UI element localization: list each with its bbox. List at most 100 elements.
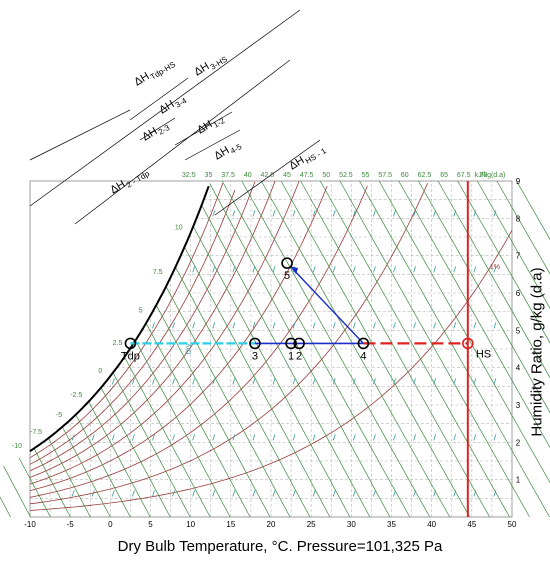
saturation-temp-label: 5 [139,308,143,315]
x-tick-label: 35 [387,520,396,529]
wetbulb-mark [292,210,296,217]
wetbulb-mark [352,266,356,273]
enthalpy-line [124,356,211,518]
rh-curve [29,181,256,472]
enthalpy-line [359,180,550,518]
enthalpy-line [135,340,231,518]
wetbulb-mark [393,378,396,385]
x-tick-label: -5 [67,520,75,529]
wetbulb-mark [152,490,155,497]
wetbulb-mark [352,378,356,385]
wetbulb-mark [312,434,316,441]
wetbulb-mark [493,322,497,329]
wetbulb-mark [152,434,155,441]
enthalpy-label: 50 [322,172,330,179]
rh-curve [29,183,224,459]
enthalpy-line [165,286,291,518]
side-label: Dry [186,343,193,354]
point-marker-2 [293,337,305,350]
enthalpy-line [100,387,171,518]
wetbulb-mark [252,490,256,497]
wetbulb-mark [413,266,416,273]
saturation-temp-label: 2.5 [113,340,123,347]
point-marker-1 [285,337,297,350]
enthalpy-line [437,180,550,379]
wetbulb-mark [212,378,216,385]
enthalpy-label: 35 [205,172,213,179]
wetbulb-mark [111,490,115,497]
y-axis-label: Humidity Ratio, g/kg (d.a) [528,267,546,437]
wetbulb-mark [473,434,477,441]
enthalpy-line [145,323,251,518]
delta-h-subscript: 3-4 [174,96,189,110]
enthalpy-line [192,226,351,518]
wetbulb-mark [332,434,336,441]
enthalpy-label: 47.5 [300,172,314,179]
x-tick-label: 45 [467,520,476,529]
wetbulb-mark [393,322,396,329]
wetbulb-mark [212,322,216,329]
saturation-temp-label: 0 [98,368,102,375]
x-tick-label: 40 [427,520,436,529]
enthalpy-label: 45 [283,172,291,179]
enthalpy-line [221,180,411,518]
wetbulb-mark [272,434,276,441]
wetbulb-mark [132,490,135,497]
wetbulb-mark [393,266,396,273]
point-marker-4 [357,337,370,350]
enthalpy-unit-label: kJ/kg(d.a) [475,172,506,179]
wetbulb-mark [373,490,376,497]
wetbulb-mark [132,434,135,441]
enthalpy-line [418,180,550,414]
wetbulb-mark [272,210,276,217]
point-label-2: 2 [296,350,302,362]
wetbulb-mark [212,434,216,441]
wetbulb-mark [433,266,437,273]
enthalpy-line [280,180,470,518]
enthalpy-line [516,180,550,241]
wetbulb-mark [232,490,236,497]
enthalpy-label: 70 [479,172,487,179]
wetbulb-mark [292,378,296,385]
wetbulb-mark [473,210,477,217]
wetbulb-mark [493,210,497,217]
wetbulb-mark [312,378,316,385]
point-label-1: 1 [288,350,294,362]
wetbulb-mark [172,434,175,441]
wetbulb-mark [473,266,477,273]
saturation-temp-label: -2.5 [70,392,82,399]
enthalpy-line [184,246,331,518]
wetbulb-mark [332,378,336,385]
enthalpy-line [378,180,550,484]
point-marker-5 [281,257,293,269]
wetbulb-mark [272,322,276,329]
wetbulb-mark [91,490,95,497]
enthalpy-label: 67.5 [457,172,471,179]
wetbulb-mark [71,434,75,441]
enthalpy-line [398,180,550,449]
delta-h-bracket [174,111,233,146]
enthalpy-line [496,180,550,275]
wetbulb-mark [373,210,376,217]
wetbulb-mark [91,434,95,441]
wetbulb-mark [493,434,497,441]
wetbulb-mark [252,210,256,217]
enthalpy-line [241,180,431,518]
delta-h-bracket [74,59,291,225]
wetbulb-mark [272,378,276,385]
delta-h-subscript: 2-3 [157,123,172,137]
x-tick-label: 30 [347,520,356,529]
wetbulb-mark [332,490,336,497]
point-marker-hs [462,337,474,350]
wetbulb-mark [252,266,256,273]
wetbulb-mark [232,210,236,217]
delta-h-bracket [29,109,131,161]
enthalpy-line [18,457,51,518]
y-tick-label: 7 [516,252,521,261]
x-tick-label: 15 [226,520,235,529]
wetbulb-mark [312,490,316,497]
wetbulb-mark [292,490,296,497]
wetbulb-mark [373,434,376,441]
enthalpy-line [319,180,510,518]
x-tick-label: -10 [24,520,36,529]
